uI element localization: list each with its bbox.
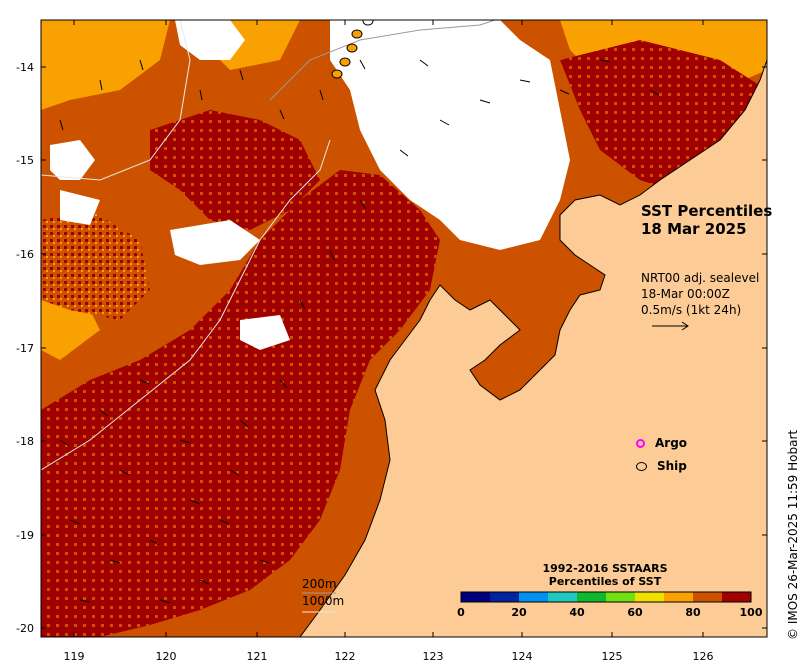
very-high-percentile-area-north [150, 110, 320, 230]
very-high-percentile-area [41, 170, 440, 637]
lat-tick-label: -16 [16, 248, 34, 261]
ship-track [331, 20, 374, 79]
colorbar-tick-label: 40 [569, 606, 585, 619]
colorbar-segment [635, 592, 664, 602]
isobath-200m-label: 200m [302, 577, 337, 591]
lon-tick-label: 123 [423, 650, 444, 663]
isobath-1000m-line [41, 139, 331, 471]
colorbar-tick-label: 60 [627, 606, 643, 619]
map-title-date: 18 Mar 2025 [641, 220, 747, 238]
credit-label: © IMOS 26-Mar-2025 11:59 Hobart [786, 429, 800, 640]
ship-marker-icon [636, 461, 647, 471]
lat-tick-label: -17 [16, 342, 34, 355]
legend-argo-label: Argo [655, 436, 688, 450]
lon-tick-label: 121 [247, 650, 268, 663]
argo-marker-icon [636, 438, 645, 448]
lon-tick-label: 122 [335, 650, 356, 663]
cloud-cover-west [50, 20, 290, 350]
colorbar-segment [722, 592, 751, 602]
colorbar-title-line2: Percentiles of SST [548, 575, 662, 588]
plot-frame [40, 19, 768, 638]
colorbar: 0 20 40 60 80 100 [457, 591, 763, 619]
lon-tick-label: 124 [512, 650, 533, 663]
colorbar-segment [519, 592, 548, 602]
lat-tick-label: -20 [16, 622, 34, 635]
colorbar-tick-label: 20 [511, 606, 527, 619]
velocity-info: NRT00 adj. sealevel 18-Mar 00:00Z 0.5m/s… [641, 270, 759, 318]
very-high-percentile-area-west [41, 210, 150, 320]
colorbar-segment [461, 592, 490, 602]
colorbar-tick-label: 100 [740, 606, 763, 619]
colorbar-segment [577, 592, 606, 602]
lon-tick-label: 120 [156, 650, 177, 663]
axis-ticks [41, 20, 767, 637]
velocity-time-label: 18-Mar 00:00Z [641, 287, 730, 301]
velocity-source-label: NRT00 adj. sealevel [641, 271, 760, 285]
legend-ship-label: Ship [657, 459, 687, 473]
lat-tick-label: -19 [16, 529, 34, 542]
colorbar-segment [664, 592, 693, 602]
cloud-cover [330, 20, 570, 250]
colorbar-segment [490, 592, 519, 602]
lon-tick-label: 125 [602, 650, 623, 663]
lat-tick-label: -15 [16, 154, 34, 167]
current-vectors [59, 59, 660, 604]
legend-ship: Ship [636, 459, 687, 473]
colorbar-segment [548, 592, 577, 602]
colorbar-title: 1992-2016 SSTAARS Percentiles of SST [510, 562, 700, 588]
legend-argo: Argo [636, 436, 687, 450]
map-title: SST Percentiles 18 Mar 2025 [641, 202, 772, 238]
velocity-scale-label: 0.5m/s (1kt 24h) [641, 303, 742, 317]
lat-tick-label: -18 [16, 435, 34, 448]
isobath-1000m-line-north [41, 20, 191, 181]
isobath-200m-line [269, 20, 496, 101]
map-title-line1: SST Percentiles [641, 202, 773, 220]
colorbar-title-line1: 1992-2016 SSTAARS [542, 562, 668, 575]
colorbar-tick-label: 80 [685, 606, 701, 619]
isobath-1000m-label: 1000m [302, 594, 345, 608]
lat-tick-label: -14 [16, 61, 34, 74]
lon-tick-label: 126 [693, 650, 714, 663]
colorbar-segment [693, 592, 722, 602]
velocity-scale-arrow [652, 321, 689, 331]
lon-tick-label: 119 [64, 650, 85, 663]
land-mass [299, 20, 767, 637]
colorbar-tick-label: 0 [457, 606, 465, 619]
colorbar-segment [606, 592, 635, 602]
